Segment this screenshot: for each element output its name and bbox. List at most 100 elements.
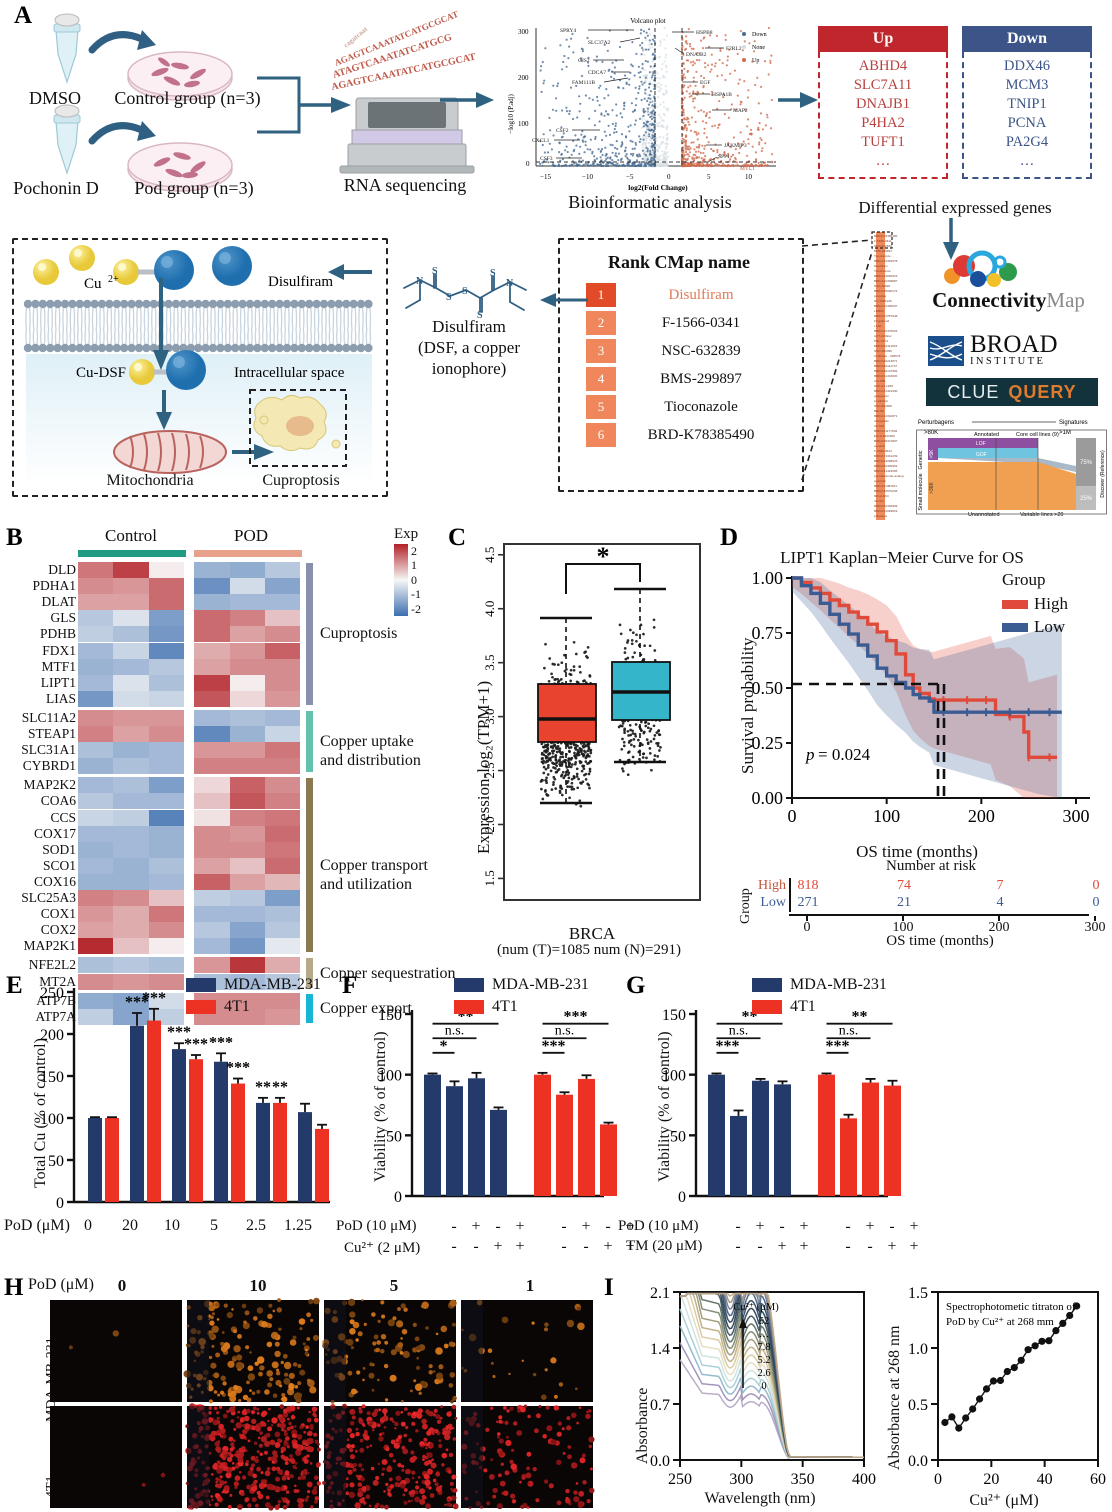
panel-c: C Expression-log₂(TPM+1) 1.5 2.0 2.5 3.0 3.5…	[446, 524, 708, 964]
titration-xtick: 0	[934, 1471, 942, 1488]
svg-text:BRD-K61421930: BRD-K61421930	[874, 389, 898, 393]
heatmap-cell	[148, 758, 185, 775]
svg-text:AKT-inhibitor: AKT-inhibitor	[874, 334, 892, 338]
svg-text:S: S	[462, 286, 468, 297]
heatmap-cell	[265, 890, 301, 907]
rank-name: F-1566-0341	[661, 314, 741, 331]
titration-point	[996, 1376, 1004, 1385]
heatmap-cell	[194, 726, 230, 743]
heatmap-cell	[78, 922, 114, 939]
panel-g-conditions-row2: - - + + - - + +	[730, 1238, 918, 1256]
condition-symbol: -	[561, 1218, 567, 1235]
bar	[147, 1020, 161, 1202]
bar	[231, 1083, 245, 1202]
condition-symbol: +	[909, 1238, 919, 1255]
risk-axis-ticks: 0 100 200 300	[790, 916, 1106, 935]
bar-ytick: 150	[378, 1007, 402, 1024]
heatmap-cell	[229, 1008, 265, 1025]
heatmap-cell	[113, 642, 149, 659]
heatmap-cell	[229, 890, 265, 907]
heatmap-cell	[194, 758, 230, 775]
panel-d-ytick: 0.00	[752, 788, 784, 808]
heatmap-category-bar	[306, 563, 313, 705]
panel-h-row-header: PoD (μM)	[28, 1276, 94, 1293]
condition-symbol: +	[515, 1238, 525, 1255]
legend-label-mda: MDA-MB-231	[224, 976, 321, 993]
heatmap-group-pod: POD	[233, 526, 268, 545]
heatmap-cell	[229, 658, 265, 675]
condition-symbol: -	[845, 1238, 851, 1255]
svg-text:CDCA7: CDCA7	[588, 70, 606, 76]
panel-d-label: D	[720, 524, 739, 551]
panel-d-risk-table: Number at risk Group High Low 818 74 7 0 27…	[726, 858, 1106, 950]
broad-mark-icon	[928, 335, 964, 366]
heatmap-cell	[148, 726, 185, 743]
heatmap-cell	[265, 626, 301, 643]
condition-symbol: -	[583, 1238, 589, 1255]
heatmap-legend-title: Exp	[394, 526, 419, 542]
heatmap-cell	[265, 825, 301, 842]
rank-name: Disulfiram	[668, 286, 734, 303]
rank-row: 3 NSC-632839	[586, 338, 786, 364]
svg-text:HSPB8: HSPB8	[696, 30, 713, 36]
heatmap-cell	[229, 610, 265, 627]
titration-point	[969, 1405, 977, 1413]
titration-point	[976, 1395, 984, 1403]
svg-text:imatinibtot: imatinibtot	[874, 399, 888, 403]
condition-symbol: -	[735, 1238, 741, 1255]
heatmap-cell	[78, 726, 114, 743]
rank-name: BMS-299897	[660, 370, 742, 387]
legend-label-mda: MDA-MB-231	[492, 976, 589, 993]
heatmap-cell	[78, 674, 114, 691]
svg-text:Cu: Cu	[84, 276, 102, 292]
deg-down-title: Down	[962, 26, 1092, 52]
svg-text:Signatures: Signatures	[1059, 420, 1088, 426]
legend-swatch-low	[1002, 622, 1028, 632]
panel-g-legend: MDA-MB-231 4T1	[752, 976, 887, 1016]
significance-bracket-label: ***	[716, 1038, 740, 1055]
structure-sub1: (DSF, a copper	[417, 338, 521, 357]
svg-text:Cu-DSF: Cu-DSF	[76, 365, 126, 381]
heatmap-category-label: Cuproptosis	[320, 625, 398, 643]
fluorescence-image	[322, 1403, 459, 1510]
risk-value: 0	[1092, 895, 1100, 910]
gene-item-ellipsis: …	[1019, 153, 1035, 169]
bar	[752, 1080, 769, 1196]
heatmap-cell	[78, 957, 114, 974]
heatmap-cell	[78, 992, 114, 1009]
connectivitymap-wordmark: ConnectivityMap	[916, 288, 1101, 313]
heatmap-cell	[265, 857, 301, 874]
heatmap-row-labels: DLD PDHA1 DLAT GLS PDHB FDX1 MTF1 LIPT1 LIAS SLC1…	[0, 562, 76, 1028]
rank-row: 5 Tioconazole	[586, 394, 786, 420]
heatmap-cell	[148, 642, 185, 659]
condition-symbol: +	[471, 1218, 481, 1235]
svg-text:BRD-K60137982: BRD-K60137982	[874, 369, 898, 373]
heatmap-gene-label: STEAP1	[27, 726, 76, 741]
panel-h-column-header: 1	[525, 1276, 535, 1295]
legend-swatch-4t1	[454, 1000, 484, 1014]
spectra-legend-value: 52	[759, 1316, 770, 1327]
bar	[556, 1094, 573, 1196]
group-bar-pod	[194, 550, 302, 557]
spectrum-line	[680, 1292, 864, 1458]
panel-h-label: H	[4, 1274, 24, 1301]
heatmap-cell	[78, 906, 114, 923]
connectivitymap-logo-icon	[944, 250, 1017, 287]
svg-text:BRD-K07257648: BRD-K07257648	[874, 314, 898, 318]
svg-text:−5: −5	[626, 173, 634, 181]
risk-table-title: Number at risk	[886, 858, 976, 874]
heatmap-cell	[148, 890, 185, 907]
heatmap-cell	[113, 890, 149, 907]
significance-bracket-label: **	[852, 1009, 868, 1026]
clue-query-banner[interactable]: CLUE QUERY	[926, 378, 1098, 406]
heatmap-cell	[78, 793, 114, 810]
heatmap-cell	[113, 825, 149, 842]
svg-text:Tioconazole: Tioconazole	[874, 269, 891, 273]
heatmap-gene-label: COX16	[33, 873, 76, 889]
heatmap-cell	[265, 594, 301, 611]
heatmap-cell	[265, 690, 301, 707]
heatmap-gene-label: LIPT1	[40, 674, 76, 690]
heatmap-cell	[229, 992, 265, 1009]
svg-text:BRD-K02411915: BRD-K02411915	[874, 344, 897, 348]
heatmap-cell	[78, 594, 114, 611]
